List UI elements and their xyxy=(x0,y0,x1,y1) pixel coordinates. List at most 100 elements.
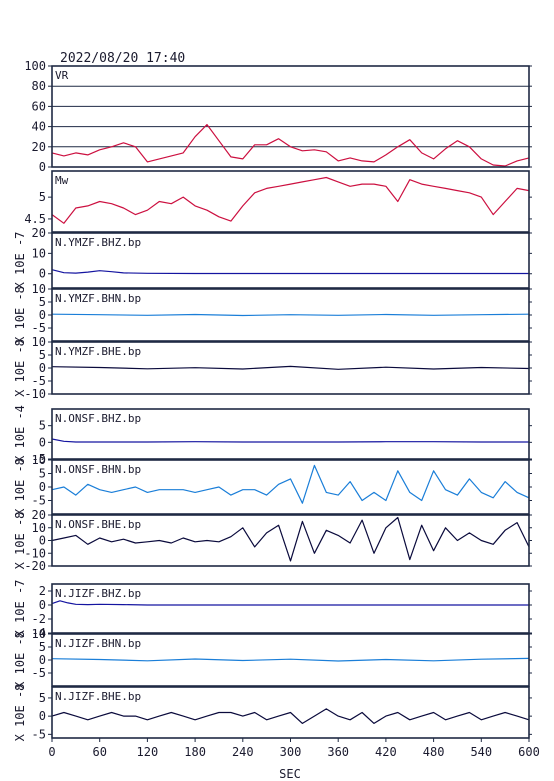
y-tick-label: 0 xyxy=(39,308,46,322)
y-tick-label: 0 xyxy=(39,709,46,723)
y-tick-label: -10 xyxy=(24,387,46,401)
series-line-ymzf-bhe xyxy=(51,365,530,370)
y-tick-label: 5 xyxy=(39,640,46,654)
scale-label: X 10E -8 xyxy=(13,512,27,570)
x-tick-label: 180 xyxy=(184,745,206,759)
y-tick-label: 0 xyxy=(39,653,46,667)
y-tick-label: -5 xyxy=(32,452,46,466)
y-tick-label: 10 xyxy=(32,246,46,260)
scale-label: X 10E -8 xyxy=(13,631,27,689)
y-tick-label: -5 xyxy=(32,321,46,335)
y-tick-label: 0 xyxy=(39,598,46,612)
y-tick-label: 20 xyxy=(32,140,46,154)
scale-label: X 10E -8 xyxy=(13,286,27,344)
y-tick-label: 20 xyxy=(32,226,46,240)
y-tick-label: 2 xyxy=(39,584,46,598)
y-tick-label: -5 xyxy=(32,727,46,741)
panel-mw: 4.5 5 Mw xyxy=(24,170,532,233)
x-tick-label: 420 xyxy=(375,745,397,759)
y-tick-label: 5 xyxy=(39,348,46,362)
scale-label: X 10E -8 xyxy=(13,458,27,516)
series-line-jizf-bhn xyxy=(51,657,530,662)
y-tick-label: 0 xyxy=(39,267,46,281)
panel-vr: 0 20 40 60 80 100 VR xyxy=(24,59,532,174)
y-tick-label: -10 xyxy=(24,546,46,560)
y-tick-label: -5 xyxy=(32,666,46,680)
y-tick-label: 0 xyxy=(39,480,46,494)
y-tick-label: 5 xyxy=(39,467,46,481)
series-line-onsf-bhe xyxy=(51,516,530,562)
x-axis-label: SEC xyxy=(279,767,301,781)
panel-label: N.ONSF.BHZ.bp xyxy=(55,412,141,425)
y-tick-label: 40 xyxy=(32,120,46,134)
y-tick-label: 0 xyxy=(39,534,46,548)
y-tick-label: 60 xyxy=(32,99,46,113)
panel-frame xyxy=(51,459,530,515)
y-tick-label: 0 xyxy=(39,435,46,449)
y-tick-label: 10 xyxy=(32,282,46,296)
scale-label: X 10E -7 xyxy=(13,580,27,638)
y-tick-label: 100 xyxy=(24,59,46,73)
y-tick-label: 80 xyxy=(32,79,46,93)
y-tick-label: 5 xyxy=(39,190,46,204)
y-tick-label: -5 xyxy=(32,374,46,388)
series-line-jizf-bhe xyxy=(51,708,530,725)
figure-timestamp: 2022/08/20 17:40 xyxy=(60,51,185,66)
y-tick-label: 4.5 xyxy=(24,212,46,226)
series-line-onsf-bhn xyxy=(51,464,530,504)
panel-label: N.ONSF.BHE.bp xyxy=(55,518,141,531)
y-tick-label: 10 xyxy=(32,335,46,349)
y-tick-label: -4 xyxy=(32,626,46,640)
y-tick-label: 20 xyxy=(32,508,46,522)
series-line-vr xyxy=(51,123,530,167)
series-line-jizf-bhz xyxy=(51,600,529,606)
panel-onsf-bhz: 5 0 -5 N.ONSF.BHZ.bp X 10E -4 xyxy=(13,405,532,466)
x-tick-label: 240 xyxy=(232,745,254,759)
panel-label: VR xyxy=(55,69,69,82)
scale-label: X 10E -4 xyxy=(13,405,27,463)
x-tick-label: 300 xyxy=(280,745,302,759)
panel-label: N.YMZF.BHN.bp xyxy=(55,292,141,305)
y-tick-label: 10 xyxy=(32,627,46,641)
panel-frame xyxy=(51,288,530,342)
x-tick-label: 60 xyxy=(92,745,106,759)
series-line-ymzf-bhn xyxy=(51,313,530,317)
x-axis: 0 60 120 180 240 300 360 420 480 540 600 xyxy=(48,738,540,759)
y-tick-label: 10 xyxy=(32,453,46,467)
y-tick-label: -2 xyxy=(32,612,46,626)
y-tick-label: 0 xyxy=(39,160,46,174)
panel-jizf-bhz: 20-2-4 N.JIZF.BHZ.bp X 10E -7 xyxy=(13,580,532,640)
panel-label: N.YMZF.BHE.bp xyxy=(55,345,141,358)
panels: 020406080100VR4.55Mw20100N.YMZF.BHZ.bpX … xyxy=(13,59,532,741)
y-tick-label: 5 xyxy=(39,691,46,705)
x-tick-label: 120 xyxy=(137,745,159,759)
scale-label: X 10E -8 xyxy=(13,339,27,397)
panel-frame xyxy=(51,514,530,567)
panel-label: N.YMZF.BHZ.bp xyxy=(55,236,141,249)
y-tick-label: -20 xyxy=(24,559,46,573)
y-tick-label: 5 xyxy=(39,295,46,309)
x-tick-label: 540 xyxy=(470,745,492,759)
panel-jizf-bhe: 5 0 -5 N.JIZF.BHE.bp X 10E -8 xyxy=(13,684,532,741)
series-line-mw xyxy=(51,176,530,224)
panel-ymzf-bhz: 20 10 0 N.YMZF.BHZ.bp X 10E -7 xyxy=(13,226,532,289)
x-tick-label: 600 xyxy=(518,745,540,759)
y-tick-label: -5 xyxy=(32,494,46,508)
panel-frame xyxy=(51,232,530,289)
panel-frame xyxy=(51,583,530,634)
panel-label: N.JIZF.BHN.bp xyxy=(55,637,141,650)
panel-label: N.ONSF.BHN.bp xyxy=(55,463,141,476)
panel-frame xyxy=(51,341,530,395)
y-tick-label: 0 xyxy=(39,361,46,375)
series-line-ymzf-bhz xyxy=(51,269,529,275)
x-tick-label: 360 xyxy=(327,745,349,759)
x-tick-label: 0 xyxy=(48,745,55,759)
panel-frame xyxy=(51,633,530,687)
x-tick-label: 480 xyxy=(423,745,445,759)
